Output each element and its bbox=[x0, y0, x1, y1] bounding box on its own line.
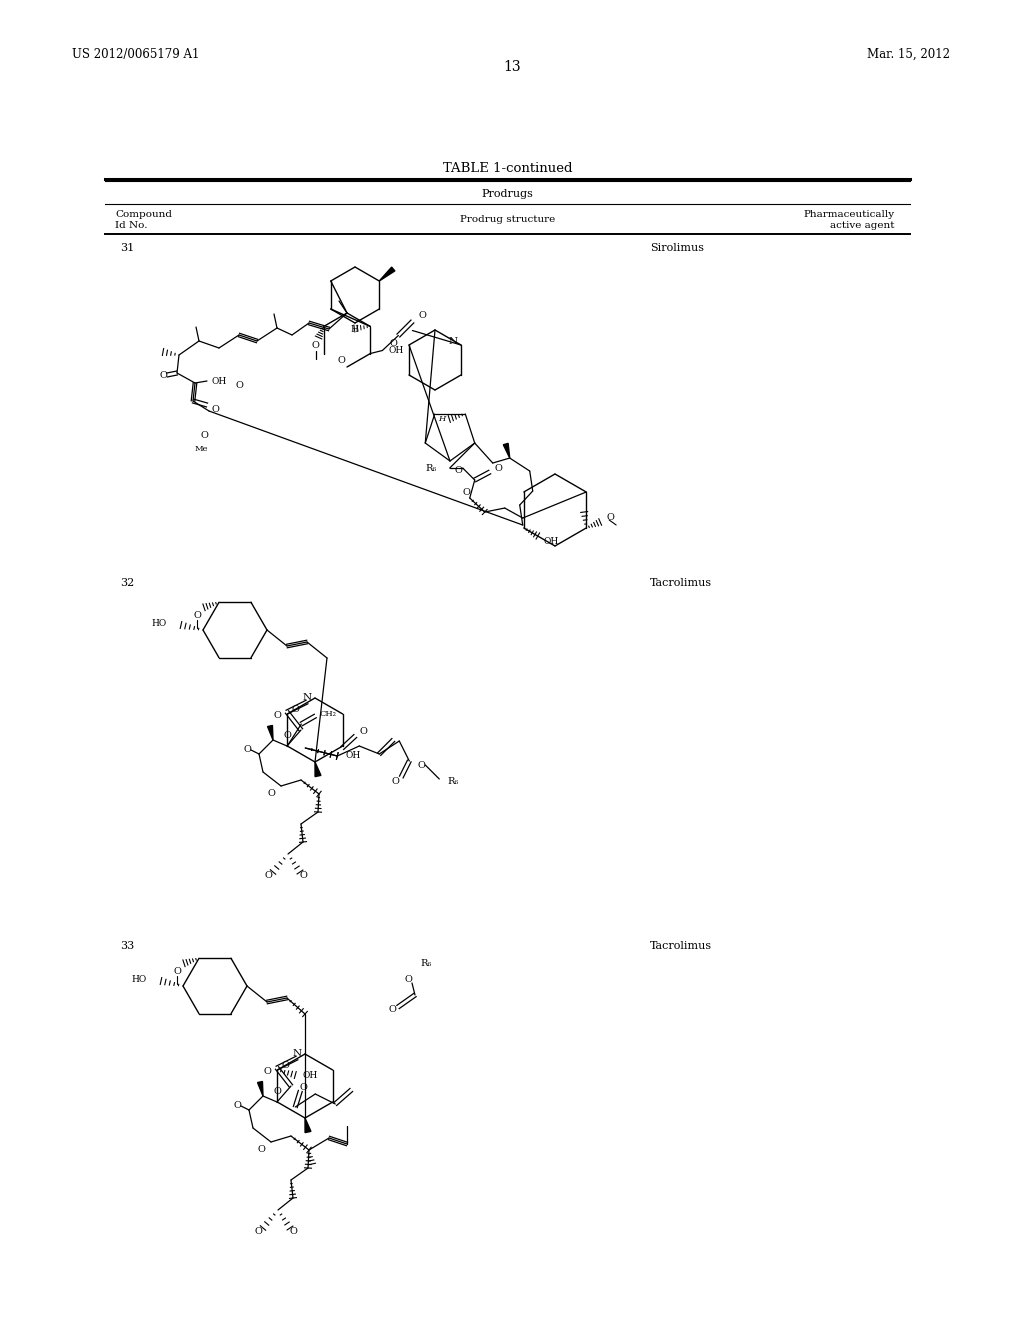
Text: O: O bbox=[455, 466, 463, 474]
Text: O: O bbox=[243, 746, 251, 755]
Polygon shape bbox=[315, 762, 321, 776]
Text: Sirolimus: Sirolimus bbox=[650, 243, 705, 253]
Polygon shape bbox=[305, 1118, 311, 1133]
Text: O: O bbox=[200, 432, 208, 441]
Polygon shape bbox=[379, 267, 395, 281]
Text: Me: Me bbox=[195, 445, 208, 453]
Text: O: O bbox=[299, 1082, 307, 1092]
Text: Tacrolimus: Tacrolimus bbox=[650, 578, 712, 587]
Text: Id No.: Id No. bbox=[115, 220, 147, 230]
Text: H: H bbox=[438, 414, 445, 422]
Text: O: O bbox=[173, 966, 181, 975]
Text: US 2012/0065179 A1: US 2012/0065179 A1 bbox=[72, 48, 200, 61]
Text: O: O bbox=[233, 1101, 241, 1110]
Text: O: O bbox=[211, 404, 219, 413]
Text: O: O bbox=[282, 1060, 289, 1069]
Text: OH: OH bbox=[345, 751, 360, 760]
Polygon shape bbox=[504, 444, 510, 458]
Text: O: O bbox=[273, 711, 281, 721]
Text: Mar. 15, 2012: Mar. 15, 2012 bbox=[867, 48, 950, 61]
Text: OH: OH bbox=[302, 1071, 317, 1080]
Text: O: O bbox=[236, 380, 243, 389]
Text: Prodrugs: Prodrugs bbox=[481, 189, 534, 199]
Text: active agent: active agent bbox=[830, 220, 895, 230]
Text: Pharmaceutically: Pharmaceutically bbox=[804, 210, 895, 219]
Text: OH: OH bbox=[544, 537, 559, 546]
Text: O: O bbox=[264, 871, 272, 880]
Text: O: O bbox=[418, 760, 425, 770]
Text: O: O bbox=[389, 339, 397, 348]
Text: 13: 13 bbox=[503, 59, 521, 74]
Text: Prodrug structure: Prodrug structure bbox=[460, 215, 555, 224]
Text: H: H bbox=[350, 325, 358, 334]
Text: Tacrolimus: Tacrolimus bbox=[650, 941, 712, 950]
Text: O: O bbox=[159, 371, 167, 380]
Text: CH₂: CH₂ bbox=[319, 710, 336, 718]
Text: O: O bbox=[404, 974, 412, 983]
Text: O: O bbox=[263, 1068, 271, 1077]
Text: O: O bbox=[273, 1086, 281, 1096]
Text: 31: 31 bbox=[120, 243, 134, 253]
Text: O: O bbox=[606, 513, 614, 523]
Text: O: O bbox=[257, 1146, 265, 1155]
Text: O: O bbox=[254, 1228, 262, 1237]
Text: HO: HO bbox=[152, 619, 167, 627]
Text: O: O bbox=[267, 789, 274, 799]
Text: TABLE 1-continued: TABLE 1-continued bbox=[442, 162, 572, 176]
Text: O: O bbox=[463, 487, 471, 496]
Text: Compound: Compound bbox=[115, 210, 172, 219]
Text: O: O bbox=[359, 727, 368, 737]
Polygon shape bbox=[267, 726, 273, 741]
Text: O: O bbox=[299, 871, 307, 880]
Text: OH: OH bbox=[211, 376, 226, 385]
Text: R₆: R₆ bbox=[447, 776, 459, 785]
Text: O: O bbox=[289, 1228, 297, 1237]
Text: O: O bbox=[283, 730, 291, 739]
Text: N: N bbox=[293, 1049, 301, 1059]
Text: O: O bbox=[194, 611, 201, 620]
Text: OH: OH bbox=[388, 346, 403, 355]
Text: O: O bbox=[311, 341, 319, 350]
Text: O: O bbox=[337, 356, 345, 364]
Text: O: O bbox=[388, 1005, 396, 1014]
Text: R₆: R₆ bbox=[420, 958, 431, 968]
Text: N: N bbox=[449, 338, 458, 346]
Text: O: O bbox=[495, 463, 503, 473]
Text: 33: 33 bbox=[120, 941, 134, 950]
Text: HO: HO bbox=[132, 974, 147, 983]
Text: N: N bbox=[302, 693, 311, 702]
Text: O: O bbox=[391, 776, 399, 785]
Text: R₆: R₆ bbox=[425, 463, 436, 473]
Text: O: O bbox=[292, 705, 299, 714]
Polygon shape bbox=[258, 1081, 263, 1096]
Text: O: O bbox=[419, 312, 426, 319]
Text: 32: 32 bbox=[120, 578, 134, 587]
